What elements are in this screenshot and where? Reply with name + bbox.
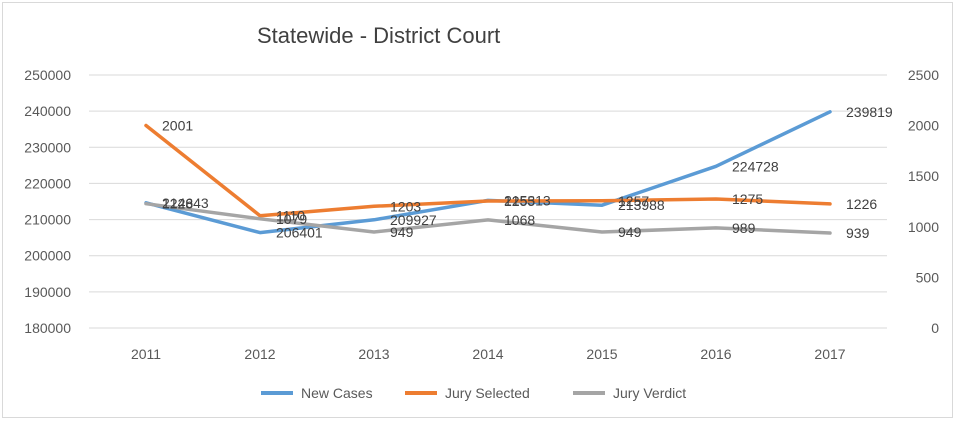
x-tick-label: 2011 [131, 346, 161, 362]
data-label: 949 [390, 224, 414, 240]
y-right-tick-label: 1000 [908, 219, 939, 235]
y-left-tick-label: 240000 [24, 103, 71, 119]
x-tick-label: 2014 [472, 346, 503, 362]
y-left-tick-label: 230000 [24, 139, 71, 155]
legend: New Cases Jury Selected Jury Verdict [261, 385, 686, 401]
y-right-tick-label: 1500 [908, 168, 939, 184]
chart-title: Statewide - District Court [257, 23, 500, 48]
x-tick-label: 2016 [700, 346, 731, 362]
y-right-tick-label: 0 [931, 320, 939, 336]
y-left-tick-label: 210000 [24, 212, 71, 228]
series-line-jury-selected [144, 123, 832, 218]
y-right-tick-label: 2500 [908, 67, 939, 83]
series-lines [144, 110, 832, 235]
chart-canvas: Statewide - District Court 180000 190000 2… [24, 23, 939, 401]
legend-label: Jury Verdict [613, 385, 686, 401]
data-label: 1203 [390, 198, 421, 214]
x-tick-label: 2017 [814, 346, 845, 362]
x-tick-label: 2013 [358, 346, 389, 362]
data-label: 1255 [504, 193, 535, 209]
x-tick-label: 2015 [586, 346, 617, 362]
chart-frame: Statewide - District Court 180000 190000 2… [2, 2, 953, 418]
data-label: 206401 [276, 225, 323, 241]
data-label: 2001 [162, 117, 193, 133]
x-tick-label: 2012 [244, 346, 275, 362]
y-left-tick-label: 220000 [24, 175, 71, 191]
series-line-jury-verdict [144, 201, 832, 235]
data-label: 215313 [504, 192, 551, 208]
y-left-tick-label: 180000 [24, 320, 71, 336]
data-label: 949 [618, 224, 642, 240]
data-label: 239819 [846, 104, 893, 120]
y-axis-right: 0 500 1000 1500 2000 2500 [908, 67, 939, 336]
legend-label: Jury Selected [445, 385, 530, 401]
data-label: 989 [732, 220, 756, 236]
data-label: 1257 [618, 193, 649, 209]
legend-label: New Cases [301, 385, 373, 401]
data-label: 1079 [276, 211, 307, 227]
data-label: 1068 [504, 212, 535, 228]
y-right-tick-label: 500 [916, 269, 940, 285]
data-label: 1275 [732, 191, 763, 207]
data-label: 939 [846, 225, 870, 241]
y-left-tick-label: 250000 [24, 67, 71, 83]
data-label: 1110 [276, 208, 305, 224]
x-axis: 2011 2012 2013 2014 2015 2016 2017 [131, 346, 846, 362]
data-label: 209927 [390, 212, 437, 228]
data-label: 1228 [162, 196, 193, 212]
y-left-tick-label: 190000 [24, 284, 71, 300]
y-axis-left: 180000 190000 200000 210000 220000 230000 2400… [24, 67, 71, 336]
y-left-tick-label: 200000 [24, 248, 71, 264]
y-right-tick-label: 2000 [908, 118, 939, 134]
data-label: 1226 [846, 196, 877, 212]
series-line-new-cases [144, 110, 832, 235]
data-label: 224728 [732, 158, 779, 174]
data-label: 213988 [618, 197, 665, 213]
data-labels: 214643 206401 209927 215313 213988 224728 2398… [162, 104, 893, 241]
data-label: 214643 [162, 195, 209, 211]
